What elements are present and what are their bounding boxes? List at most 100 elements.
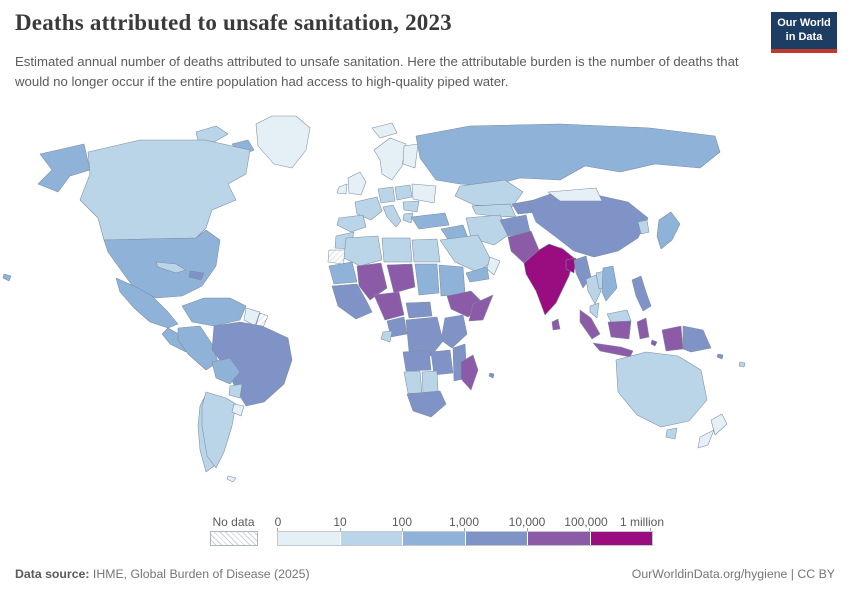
country-arctic-island[interactable]	[195, 125, 229, 143]
country-indonesia-java[interactable]	[592, 342, 634, 358]
country-colombia-venezuela[interactable]	[181, 297, 247, 327]
country-niger[interactable]	[386, 263, 416, 294]
country-greece[interactable]	[402, 212, 414, 224]
country-paraguay[interactable]	[228, 383, 243, 399]
country-somalia[interactable]	[468, 294, 494, 322]
country-vietnam[interactable]	[601, 265, 618, 302]
country-south-korea[interactable]	[637, 219, 650, 235]
country-south-africa[interactable]	[406, 390, 447, 418]
owid-logo[interactable]: Our World in Data	[771, 12, 837, 53]
country-kazakhstan[interactable]	[454, 179, 524, 208]
country-malaysia-borneo[interactable]	[606, 309, 632, 323]
country-greenland[interactable]	[255, 115, 311, 169]
data-source-label: Data source:	[15, 567, 90, 581]
legend-band-10000-100000[interactable]	[528, 532, 591, 545]
legend-tick-100000: 100,000	[564, 515, 608, 529]
country-mauritania-senegal[interactable]	[328, 261, 358, 285]
country-papua-new-guinea[interactable]	[682, 325, 712, 353]
country-solomon-islands[interactable]	[716, 353, 724, 360]
legend-band-1000-10000[interactable]	[465, 532, 528, 545]
country-uzbekistan-turkmenistan[interactable]	[471, 203, 517, 218]
country-new-zealand-south[interactable]	[697, 429, 715, 449]
country-west-africa-coast[interactable]	[331, 283, 373, 320]
country-indonesia-sumatra[interactable]	[579, 309, 601, 340]
country-ireland[interactable]	[336, 183, 348, 195]
owid-url-license[interactable]: OurWorldinData.org/hygiene | CC BY	[631, 567, 835, 581]
country-argentina[interactable]	[201, 391, 237, 469]
country-cuba[interactable]	[155, 261, 187, 274]
country-sri-lanka[interactable]	[551, 318, 561, 331]
country-haiti[interactable]	[188, 270, 205, 281]
country-angola[interactable]	[402, 349, 432, 372]
country-algeria[interactable]	[343, 235, 383, 267]
country-namibia[interactable]	[403, 370, 423, 395]
country-dr-congo[interactable]	[405, 316, 444, 357]
country-turkey[interactable]	[410, 212, 450, 230]
country-japan[interactable]	[656, 211, 681, 250]
country-alaska[interactable]	[37, 143, 91, 193]
country-mauritius[interactable]	[488, 372, 495, 379]
country-gabon[interactable]	[380, 330, 393, 343]
country-botswana[interactable]	[421, 370, 439, 394]
legend-band-100000-1million[interactable]	[590, 532, 652, 545]
country-philippines[interactable]	[631, 275, 652, 312]
owid-logo-line1: Our World	[777, 17, 831, 29]
country-malaysia[interactable]	[589, 302, 600, 319]
country-central-african-republic[interactable]	[405, 301, 433, 319]
country-sudan[interactable]	[438, 264, 466, 297]
country-bolivia[interactable]	[211, 357, 241, 385]
country-poland[interactable]	[394, 184, 413, 201]
country-romania[interactable]	[402, 200, 420, 213]
country-tasmania[interactable]	[665, 427, 678, 440]
legend-no-data-swatch[interactable]	[210, 531, 258, 546]
legend-band-0-10[interactable]	[278, 532, 341, 545]
country-canada[interactable]	[79, 139, 251, 241]
country-fiji[interactable]	[738, 361, 746, 368]
legend-tick-1000: 1,000	[448, 515, 480, 529]
country-norway-sweden[interactable]	[373, 137, 407, 181]
country-zambia-malawi[interactable]	[430, 349, 454, 376]
country-mali[interactable]	[356, 262, 388, 301]
country-australia[interactable]	[615, 351, 708, 428]
country-nigeria[interactable]	[373, 291, 405, 321]
country-yemen[interactable]	[465, 266, 490, 283]
country-indonesia-maluku[interactable]	[650, 339, 658, 347]
country-indonesia-papua[interactable]	[661, 325, 684, 352]
country-libya[interactable]	[381, 237, 413, 263]
legend-no-data-label: No data	[212, 515, 255, 529]
world-choropleth-map[interactable]	[0, 110, 850, 510]
country-hawaii[interactable]	[2, 273, 12, 282]
country-western-sahara[interactable]	[327, 249, 347, 265]
country-indonesia-kalimantan[interactable]	[607, 320, 632, 340]
country-bangladesh[interactable]	[565, 257, 577, 274]
country-indonesia-sulawesi[interactable]	[636, 317, 650, 340]
country-oman[interactable]	[486, 256, 501, 276]
owid-logo-box: Our World in Data	[771, 12, 837, 49]
country-kenya-uganda[interactable]	[440, 314, 468, 349]
legend-band-10-100[interactable]	[340, 532, 403, 545]
country-chad[interactable]	[414, 263, 440, 296]
country-united-kingdom[interactable]	[347, 171, 367, 196]
country-saudi-arabia[interactable]	[439, 234, 493, 273]
country-mongolia[interactable]	[547, 187, 603, 202]
legend-tickmark	[464, 528, 465, 532]
country-peru[interactable]	[177, 325, 219, 371]
country-france[interactable]	[354, 196, 383, 221]
country-ukraine-belarus[interactable]	[411, 183, 437, 204]
country-egypt[interactable]	[411, 238, 441, 263]
country-germany[interactable]	[377, 186, 396, 204]
country-uruguay[interactable]	[231, 403, 245, 417]
country-spain[interactable]	[336, 214, 367, 233]
country-thailand[interactable]	[585, 274, 602, 305]
country-falklands[interactable]	[226, 475, 237, 483]
legend-tick-100: 100	[391, 515, 413, 529]
country-russia[interactable]	[415, 123, 721, 187]
country-madagascar[interactable]	[460, 354, 479, 391]
country-india[interactable]	[523, 243, 575, 316]
legend-band-100-1000[interactable]	[403, 532, 466, 545]
country-italy[interactable]	[382, 204, 402, 228]
country-iceland[interactable]	[371, 122, 398, 139]
country-finland[interactable]	[402, 143, 419, 169]
country-mexico[interactable]	[115, 277, 179, 329]
